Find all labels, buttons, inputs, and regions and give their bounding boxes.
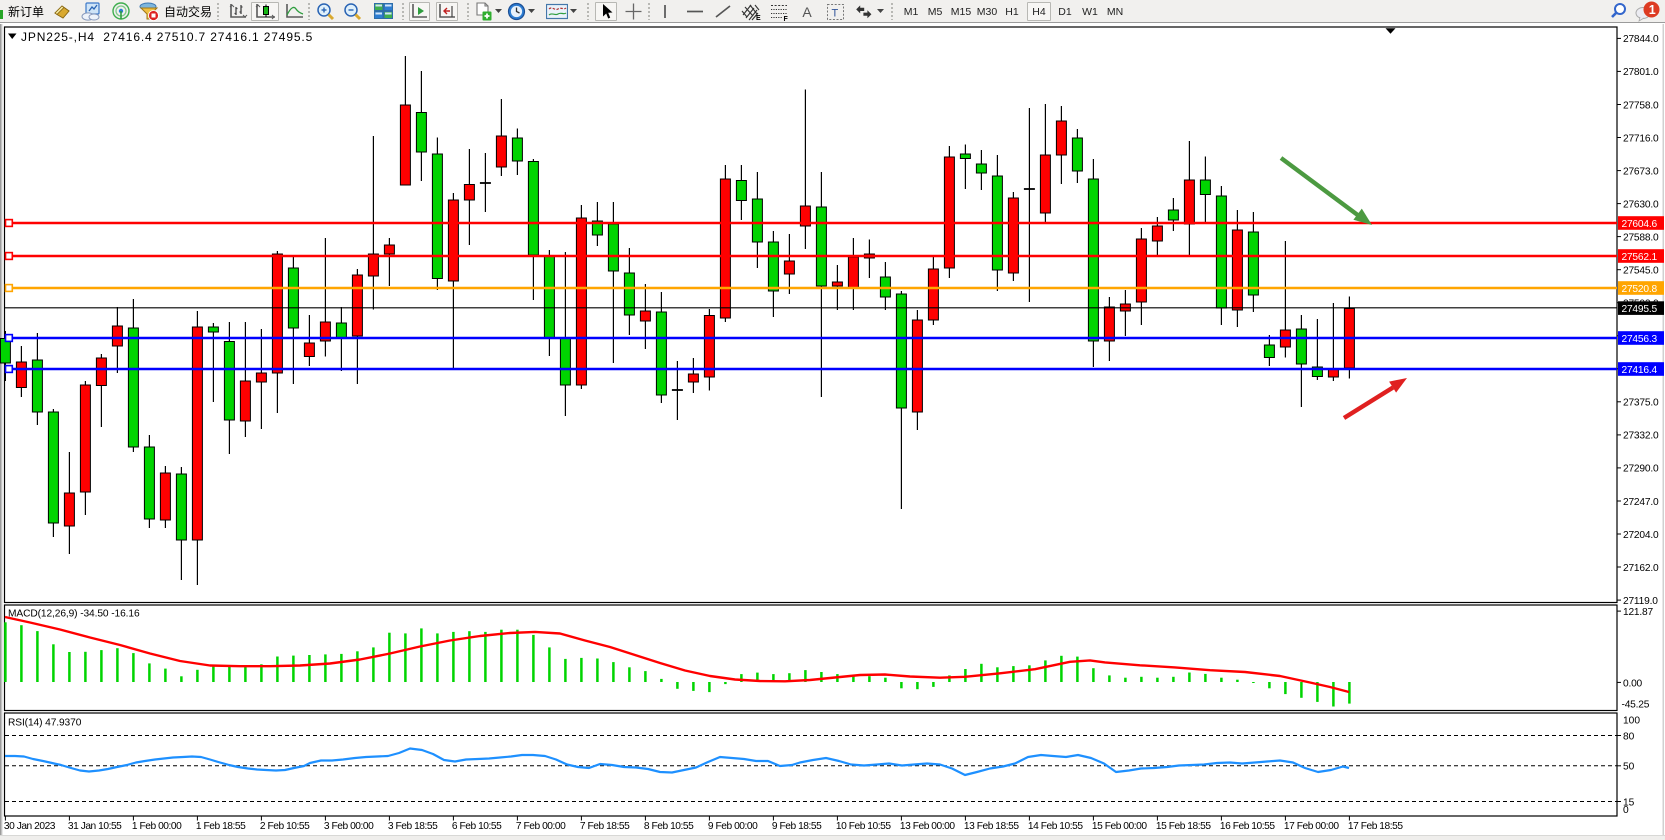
svg-text:27716.0: 27716.0 — [1623, 133, 1659, 144]
svg-text:8 Feb 10:55: 8 Feb 10:55 — [644, 821, 694, 832]
svg-text:15: 15 — [1623, 797, 1635, 808]
svg-text:27630.0: 27630.0 — [1623, 199, 1659, 210]
svg-text:27758.0: 27758.0 — [1623, 100, 1659, 111]
svg-text:T: T — [831, 7, 838, 19]
svg-text:14 Feb 10:55: 14 Feb 10:55 — [1028, 821, 1083, 832]
svg-text:MACD(12,26,9) -34.50 -16.16: MACD(12,26,9) -34.50 -16.16 — [8, 609, 140, 620]
svg-text:80: 80 — [1623, 731, 1635, 742]
svg-text:13 Feb 18:55: 13 Feb 18:55 — [964, 821, 1019, 832]
svg-text:27332.0: 27332.0 — [1623, 431, 1659, 442]
svg-text:27604.6: 27604.6 — [1622, 219, 1658, 230]
svg-text:50: 50 — [1623, 762, 1635, 773]
svg-text:27119.0: 27119.0 — [1623, 596, 1658, 607]
svg-text:27290.0: 27290.0 — [1623, 464, 1659, 475]
svg-text:15 Feb 18:55: 15 Feb 18:55 — [1156, 821, 1211, 832]
svg-text:17 Feb 18:55: 17 Feb 18:55 — [1348, 821, 1403, 832]
svg-text:15 Feb 00:00: 15 Feb 00:00 — [1092, 821, 1147, 832]
svg-text:27844.0: 27844.0 — [1623, 34, 1659, 45]
svg-text:2 Feb 10:55: 2 Feb 10:55 — [260, 821, 310, 832]
svg-text:17 Feb 00:00: 17 Feb 00:00 — [1284, 821, 1339, 832]
svg-text:27416.4: 27416.4 — [1622, 365, 1658, 376]
svg-text:27801.0: 27801.0 — [1623, 67, 1659, 78]
svg-text:7 Feb 00:00: 7 Feb 00:00 — [516, 821, 566, 832]
svg-text:0.00: 0.00 — [1623, 678, 1643, 689]
svg-text:27204.0: 27204.0 — [1623, 530, 1659, 541]
svg-text:27247.0: 27247.0 — [1623, 497, 1659, 508]
svg-text:27588.0: 27588.0 — [1623, 232, 1659, 243]
svg-text:27562.1: 27562.1 — [1622, 252, 1658, 263]
svg-text:JPN225-,H4 27416.4 27510.7 27: JPN225-,H4 27416.4 27510.7 27416.1 27495… — [21, 30, 313, 44]
svg-text:9 Feb 00:00: 9 Feb 00:00 — [708, 821, 758, 832]
svg-text:13 Feb 00:00: 13 Feb 00:00 — [900, 821, 955, 832]
svg-text:121.87: 121.87 — [1623, 607, 1653, 618]
svg-text:3 Feb 00:00: 3 Feb 00:00 — [324, 821, 374, 832]
svg-text:1: 1 — [1649, 2, 1656, 16]
svg-text:31 Jan 10:55: 31 Jan 10:55 — [68, 821, 122, 832]
svg-text:-45.25: -45.25 — [1622, 699, 1650, 710]
svg-text:16 Feb 10:55: 16 Feb 10:55 — [1220, 821, 1275, 832]
svg-text:27162.0: 27162.0 — [1623, 563, 1659, 574]
svg-text:RSI(14) 47.9370: RSI(14) 47.9370 — [8, 718, 82, 729]
svg-text:6 Feb 10:55: 6 Feb 10:55 — [452, 821, 502, 832]
svg-text:3 Feb 18:55: 3 Feb 18:55 — [388, 821, 438, 832]
svg-text:27520.8: 27520.8 — [1622, 284, 1658, 295]
svg-text:27495.5: 27495.5 — [1622, 304, 1658, 315]
svg-text:E: E — [756, 15, 761, 21]
svg-text:7 Feb 18:55: 7 Feb 18:55 — [580, 821, 630, 832]
svg-text:0: 0 — [1623, 805, 1629, 816]
svg-text:27375.0: 27375.0 — [1623, 398, 1659, 409]
svg-text:100: 100 — [1623, 716, 1640, 727]
svg-text:1 Feb 18:55: 1 Feb 18:55 — [196, 821, 246, 832]
svg-text:27673.0: 27673.0 — [1623, 166, 1659, 177]
svg-text:1 Feb 00:00: 1 Feb 00:00 — [132, 821, 182, 832]
svg-text:27456.3: 27456.3 — [1622, 334, 1658, 345]
svg-text:10 Feb 10:55: 10 Feb 10:55 — [836, 821, 891, 832]
svg-text:F: F — [783, 16, 788, 21]
svg-text:9 Feb 18:55: 9 Feb 18:55 — [772, 821, 822, 832]
svg-text:27545.0: 27545.0 — [1623, 266, 1659, 277]
svg-text:30 Jan 2023: 30 Jan 2023 — [4, 821, 56, 832]
